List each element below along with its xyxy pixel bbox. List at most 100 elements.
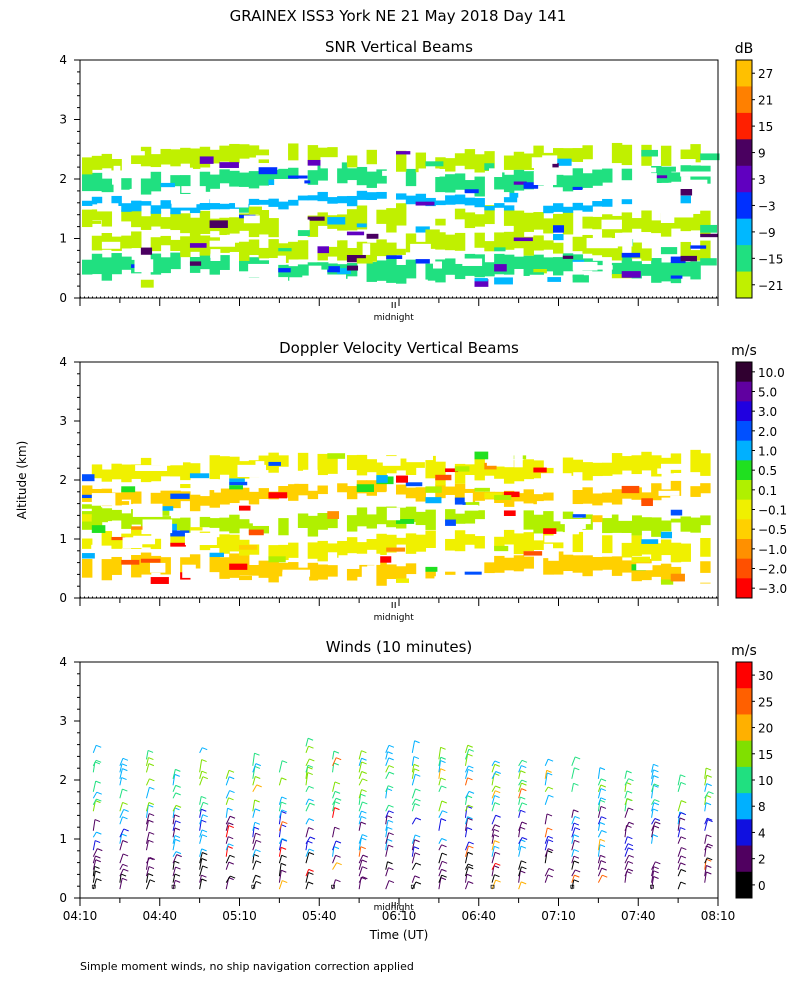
doppler-cell bbox=[346, 455, 358, 471]
wind-barb-flag bbox=[201, 834, 208, 838]
wind-barb bbox=[358, 789, 363, 799]
doppler-cell bbox=[670, 509, 683, 516]
wind-barb-flag bbox=[280, 846, 287, 850]
wind-barb-flag bbox=[309, 802, 315, 806]
wind-barb bbox=[677, 862, 681, 870]
wind-barb-flag bbox=[680, 774, 686, 778]
snr-cell bbox=[229, 170, 240, 187]
colorbar-label: −0.1 bbox=[758, 504, 787, 518]
doppler-cell bbox=[513, 533, 525, 555]
wind-barb bbox=[305, 758, 310, 767]
doppler-cell bbox=[474, 510, 485, 520]
snr-cell bbox=[189, 261, 202, 266]
wind-barb bbox=[225, 776, 230, 786]
wind-barb-flag bbox=[362, 801, 368, 805]
doppler-cell bbox=[376, 462, 387, 477]
wind-barb-flag bbox=[468, 845, 474, 849]
wind-barb bbox=[278, 796, 283, 805]
wind-barb-flag bbox=[494, 840, 500, 844]
doppler-cell bbox=[317, 485, 328, 495]
doppler-gap bbox=[91, 493, 116, 506]
wind-barb-flag bbox=[521, 821, 528, 825]
wind-barb bbox=[704, 871, 707, 883]
snr-cell bbox=[523, 255, 534, 276]
wind-barb-flag bbox=[680, 862, 686, 866]
wind-barb bbox=[385, 771, 390, 780]
snr-cell bbox=[543, 277, 562, 282]
doppler-cell bbox=[356, 454, 368, 476]
wind-barb-flag bbox=[467, 851, 474, 855]
doppler-cell bbox=[523, 489, 534, 504]
doppler-cell bbox=[111, 501, 130, 505]
colorbar-swatch bbox=[736, 766, 752, 794]
snr-cell bbox=[170, 239, 181, 251]
doppler-cell bbox=[297, 483, 309, 496]
doppler-cell bbox=[651, 517, 662, 537]
doppler-cell bbox=[464, 510, 476, 524]
doppler-cell bbox=[229, 485, 243, 490]
wind-barb-flag bbox=[174, 835, 181, 839]
snr-cell bbox=[366, 242, 377, 262]
wind-barb-flag bbox=[468, 790, 475, 794]
doppler-gap bbox=[237, 464, 266, 477]
wind-barb-flag bbox=[626, 770, 632, 774]
wind-barb bbox=[385, 785, 389, 792]
doppler-gap bbox=[514, 453, 523, 468]
snr-cell bbox=[543, 218, 554, 234]
doppler-cell bbox=[523, 459, 534, 480]
doppler-cell bbox=[356, 542, 368, 559]
wind-barb bbox=[145, 813, 150, 825]
snr-cell bbox=[464, 180, 476, 193]
wind-barb-flag bbox=[308, 852, 315, 855]
wind-barb-flag bbox=[413, 756, 420, 760]
doppler-cell bbox=[523, 532, 534, 552]
wind-barb bbox=[252, 776, 256, 786]
doppler-cell bbox=[258, 524, 270, 534]
wind-barb-flag bbox=[228, 861, 234, 865]
snr-cell bbox=[464, 149, 476, 170]
snr-cell bbox=[503, 208, 515, 226]
snr-cell bbox=[150, 210, 162, 227]
snr-cell bbox=[582, 216, 593, 229]
doppler-cell bbox=[307, 490, 319, 500]
wind-barb-flag bbox=[254, 752, 260, 756]
snr-cell bbox=[239, 259, 250, 272]
doppler-cell bbox=[189, 473, 210, 479]
wind-barb-flag bbox=[309, 758, 315, 762]
snr-cell bbox=[445, 234, 456, 251]
wind-barb-flag bbox=[494, 851, 501, 855]
snr-cell bbox=[229, 217, 240, 234]
wind-barb-flag bbox=[148, 866, 155, 870]
doppler-cell bbox=[111, 538, 122, 549]
doppler-cell bbox=[700, 483, 711, 494]
wind-barb bbox=[491, 829, 495, 838]
colorbar-label: −3.0 bbox=[758, 582, 787, 596]
doppler-cell bbox=[543, 558, 554, 575]
wind-barb-flag bbox=[547, 850, 553, 854]
snr-cell bbox=[346, 248, 358, 261]
snr-cell bbox=[82, 209, 93, 228]
doppler-cell bbox=[474, 491, 485, 501]
snr-cell bbox=[680, 261, 691, 277]
doppler-cell bbox=[307, 562, 319, 581]
snr-cell bbox=[396, 150, 407, 172]
y-axis-label: Altitude (km) bbox=[15, 441, 29, 520]
wind-barb-flag bbox=[388, 844, 394, 848]
winds-frame bbox=[79, 661, 719, 899]
wind-barb-flag bbox=[468, 841, 474, 845]
doppler-cell bbox=[582, 462, 593, 481]
snr-cell bbox=[189, 148, 201, 169]
doppler-cell bbox=[376, 475, 388, 483]
snr-cell bbox=[219, 203, 230, 210]
wind-barb bbox=[518, 770, 521, 779]
wind-barb bbox=[199, 848, 203, 857]
wind-barb bbox=[385, 867, 389, 877]
wind-barb-flag bbox=[599, 838, 606, 842]
doppler-cell bbox=[445, 538, 456, 551]
doppler-cell bbox=[533, 514, 544, 534]
wind-barb bbox=[651, 825, 655, 838]
colorbar-swatch bbox=[736, 714, 752, 742]
doppler-cell bbox=[101, 559, 113, 581]
wind-barb bbox=[704, 857, 708, 864]
